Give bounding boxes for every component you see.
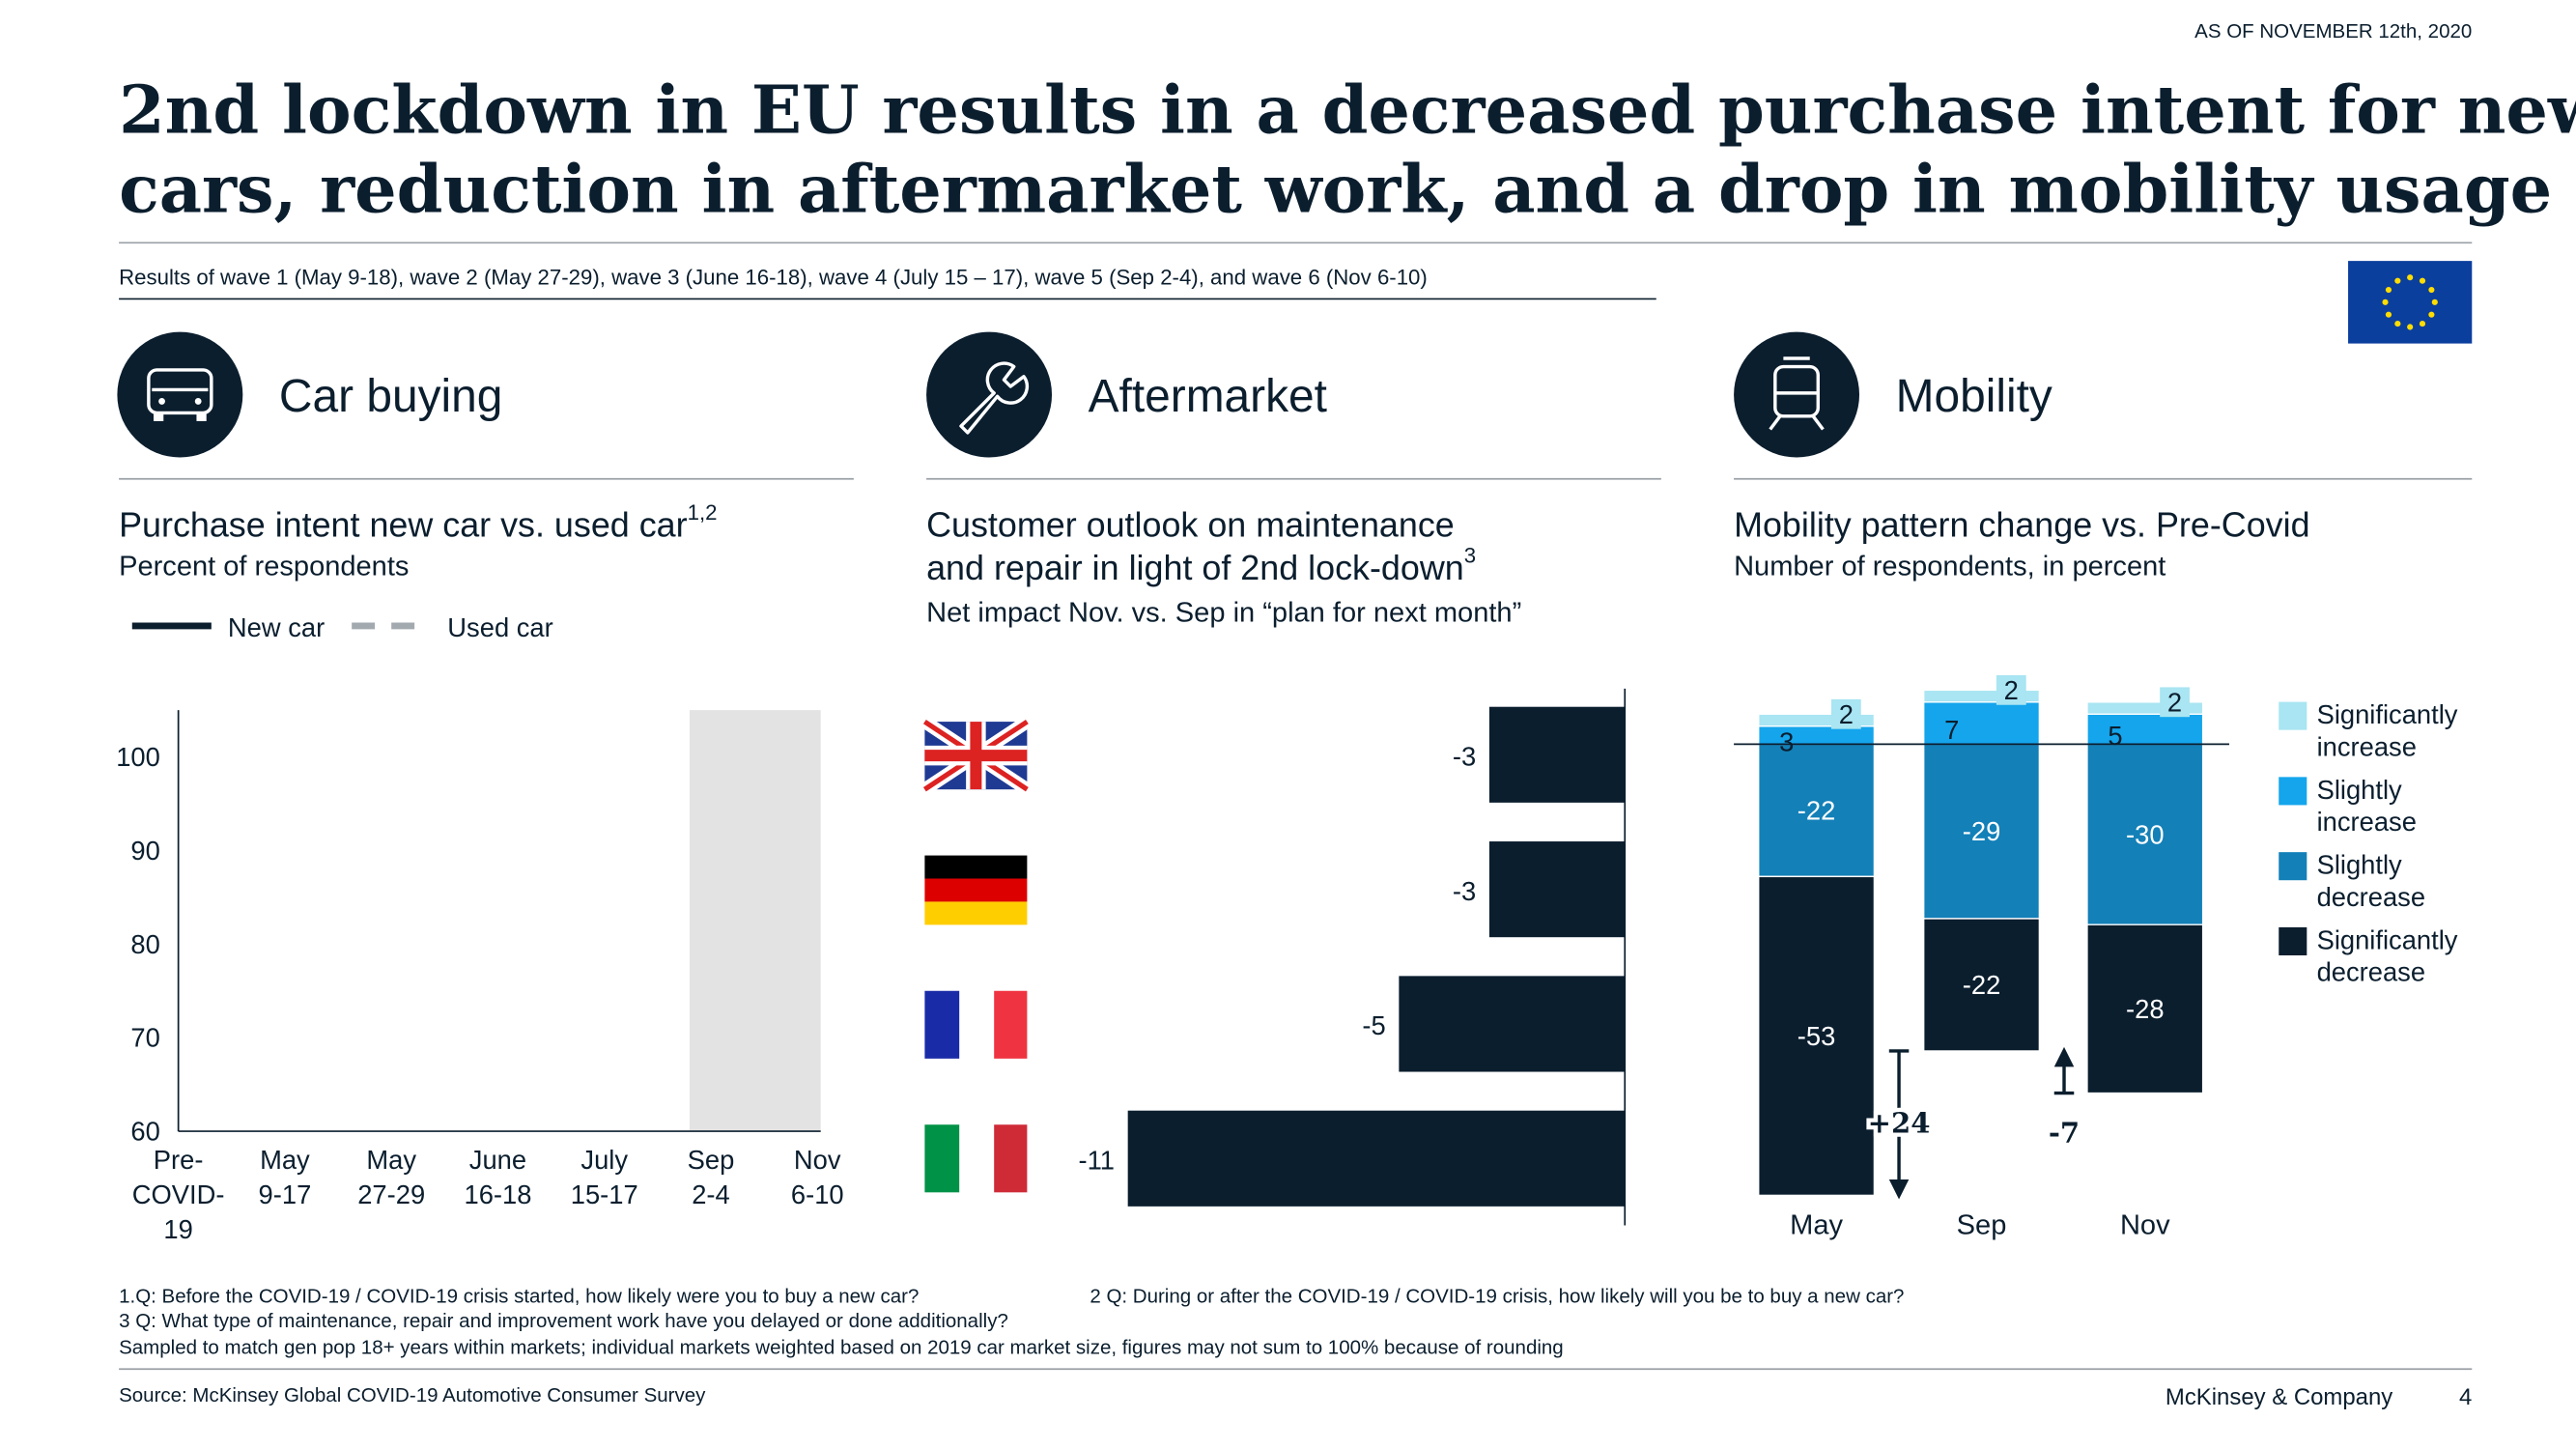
value-label: 5: [2108, 721, 2122, 751]
value-label: -29: [1963, 816, 2001, 846]
annotation: -7: [2049, 1117, 2080, 1150]
chart-title: Customer outlook on maintenance: [926, 506, 1455, 545]
value-label: 2: [2004, 675, 2019, 705]
y-tick-label: 90: [130, 836, 159, 866]
legend-swatch: [2279, 852, 2307, 881]
legend-swatch: [2279, 701, 2307, 730]
bar-segment: [1923, 743, 2041, 920]
y-tick-label: 100: [116, 742, 160, 772]
x-tick-label: July 15-17: [571, 1145, 638, 1209]
section-icon: [1734, 331, 1860, 458]
x-tick-label: May: [1790, 1210, 1843, 1241]
bar-segment: [1758, 743, 1876, 878]
x-tick-label: Sep: [1957, 1210, 2007, 1241]
x-tick-label: May 9-17: [259, 1145, 312, 1209]
value-label: 7: [1944, 715, 1959, 745]
bar: [1399, 976, 1626, 1072]
section-title: Aftermarket: [1089, 371, 1327, 422]
bar: [1127, 1110, 1626, 1207]
bar-segment: [2086, 923, 2204, 1094]
value-label: -22: [1963, 970, 2001, 1000]
value-label: 2: [2167, 687, 2182, 717]
superscript: 1,2: [688, 499, 718, 524]
chart-subtitle: Number of respondents, in percent: [1734, 551, 2166, 582]
x-tick-label: June 16-18: [464, 1145, 531, 1209]
bar-segment: [2086, 743, 2204, 925]
y-tick-label: 60: [130, 1117, 159, 1147]
value-label-box: [1996, 674, 2026, 705]
date: AS OF NOVEMBER 12th, 2020: [2194, 20, 2472, 43]
bar-segment: [1923, 918, 2041, 1052]
bar: [1488, 706, 1626, 803]
value-label: -22: [1798, 795, 1836, 825]
value-label: -11: [1078, 1145, 1114, 1175]
chart-title: Purchase intent new car vs. used car1,2: [119, 499, 717, 544]
footnote: 2 Q: During or after the COVID-19 / COVI…: [1090, 1286, 1904, 1308]
flag-italy: [924, 1124, 1028, 1193]
value-label-box: [2160, 687, 2190, 718]
x-tick-label: Pre-COVID-19: [132, 1145, 225, 1244]
x-tick-label: Sep 2-4: [688, 1145, 735, 1209]
flag-france: [924, 990, 1028, 1059]
section-icon: [926, 331, 1053, 458]
source: Source: McKinsey Global COVID-19 Automot…: [119, 1384, 706, 1406]
legend-label: New car: [228, 612, 325, 642]
value-label: -53: [1798, 1021, 1836, 1051]
title-line: 2nd lockdown in EU results in a decrease…: [119, 72, 2576, 150]
section-title: Car buying: [279, 371, 502, 422]
value-label: 3: [1779, 726, 1794, 756]
bar-segment: [1923, 701, 2041, 746]
legend-label: Slightly increase: [2317, 774, 2417, 836]
y-tick-label: 80: [130, 929, 159, 959]
chart-title: and repair in light of 2nd lock-down3: [926, 543, 1476, 587]
page-number: 4: [2459, 1384, 2472, 1410]
value-label: -5: [1362, 1010, 1385, 1040]
bar: [1488, 841, 1626, 938]
eu-flag: [2348, 261, 2473, 344]
company: McKinsey & Company: [2166, 1384, 2392, 1410]
chart-title-text: Purchase intent new car vs. used car: [119, 506, 688, 545]
value-label: -3: [1453, 876, 1476, 906]
legend-label: Used car: [447, 612, 552, 642]
subtitle: Results of wave 1 (May 9-18), wave 2 (Ma…: [119, 266, 1428, 290]
flag-uk: [920, 716, 1032, 795]
bar-segment: [2086, 713, 2204, 746]
footnote: 1.Q: Before the COVID-19 / COVID-19 cris…: [119, 1286, 919, 1308]
annotation: +24: [1868, 1107, 1931, 1140]
chart-title-text: and repair in light of 2nd lock-down: [926, 549, 1464, 587]
x-tick-label: Nov 6-10: [791, 1145, 844, 1209]
footnote: Sampled to match gen pop 18+ years withi…: [119, 1337, 1564, 1359]
y-tick-label: 70: [130, 1023, 159, 1053]
value-label: -3: [1453, 741, 1476, 771]
section-icon: [117, 331, 243, 458]
legend-label: Significantly decrease: [2317, 924, 2458, 986]
chart-subtitle: Percent of respondents: [119, 551, 409, 582]
legend-swatch: [2279, 777, 2307, 806]
chart-subtitle: Net impact Nov. vs. Sep in “plan for nex…: [926, 597, 1521, 628]
legend-label: Significantly increase: [2317, 698, 2458, 760]
value-label: -30: [2126, 819, 2165, 849]
value-label: -28: [2126, 994, 2165, 1024]
chart-title: Mobility pattern change vs. Pre-Covid: [1734, 506, 2309, 545]
x-tick-label: May 27-29: [357, 1145, 425, 1209]
flag-germany: [924, 855, 1028, 925]
superscript: 3: [1464, 543, 1476, 567]
x-tick-label: Nov: [2120, 1210, 2170, 1241]
value-label-box: [1830, 698, 1861, 729]
bar-segment: [1758, 875, 1876, 1197]
legend-swatch: [2279, 926, 2307, 956]
section-title: Mobility: [1896, 371, 2052, 422]
title-line: cars, reduction in aftermarket work, and…: [119, 152, 2552, 229]
legend-label: Slightly decrease: [2317, 849, 2426, 911]
highlight-band: [689, 710, 821, 1132]
value-label: 2: [1839, 699, 1854, 729]
footnote: 3 Q: What type of maintenance, repair an…: [119, 1310, 1008, 1332]
